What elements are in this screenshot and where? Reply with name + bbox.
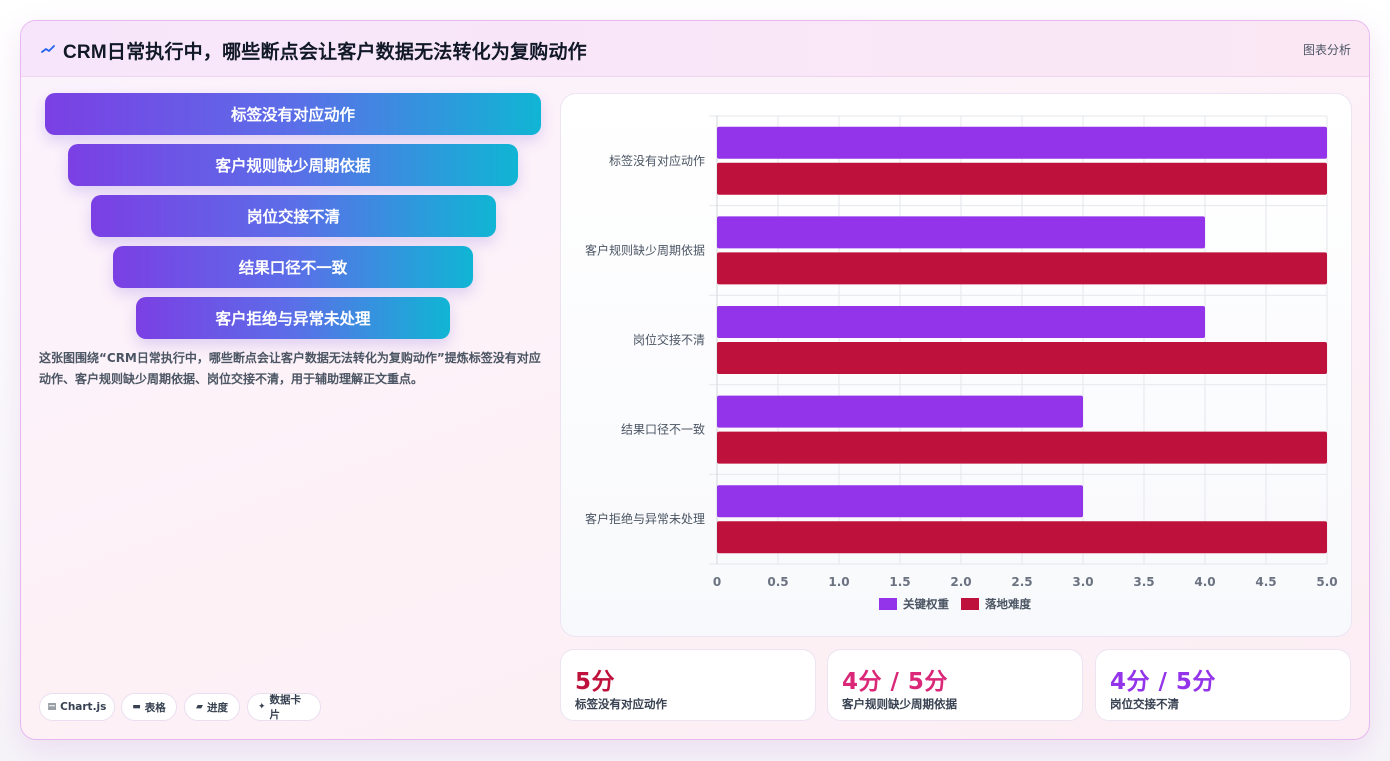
legend-swatch [961, 598, 979, 610]
x-tick-label: 5.0 [1316, 575, 1337, 589]
bar-weight [717, 395, 1083, 428]
funnel-step-4: 结果口径不一致 [113, 246, 473, 288]
chart-description: 这张图围绕“CRM日常执行中，哪些断点会让客户数据无法转化为复购动作”提炼标签没… [39, 351, 541, 386]
bar-weight [717, 306, 1205, 338]
stat-value: 4分 / 5分 [1110, 669, 1216, 695]
legend-label: 落地难度 [985, 597, 1031, 611]
legend-label: 关键权重 [903, 597, 949, 611]
stat-label: 标签没有对应动作 [575, 697, 667, 711]
analysis-card: CRM日常执行中，哪些断点会让客户数据无法转化为复购动作 图表分析 标签没有对应… [20, 20, 1370, 740]
legend-swatch [879, 598, 897, 610]
header-tag: 图表分析 [1302, 43, 1351, 57]
card-header: CRM日常执行中，哪些断点会让客户数据无法转化为复购动作 图表分析 [21, 21, 1369, 77]
bar-difficulty [717, 252, 1327, 285]
chip-progress[interactable]: ▰ 进度 [184, 693, 240, 721]
page-title: CRM日常执行中，哪些断点会让客户数据无法转化为复购动作 [63, 42, 587, 63]
bar-weight [717, 126, 1327, 159]
x-tick-label: 0 [713, 575, 721, 589]
stat-value: 4分 / 5分 [842, 669, 948, 695]
bar-difficulty [717, 431, 1327, 464]
table-icon: ▬ [132, 702, 141, 712]
y-tick-label: 客户规则缺少周期依据 [585, 242, 705, 257]
x-tick-label: 3.5 [1133, 575, 1154, 589]
y-tick-label: 客户拒绝与异常未处理 [585, 511, 705, 526]
stat-value: 5分 [575, 669, 616, 695]
chip-label: 表格 [144, 701, 166, 714]
chip-table[interactable]: ▬ 表格 [121, 693, 177, 721]
bar-weight [717, 485, 1083, 518]
chip-chartjs[interactable]: ▤ Chart.js [39, 693, 115, 721]
x-tick-label: 3.0 [1072, 575, 1093, 589]
stat-card-3: 4分 / 5分 岗位交接不清 [1095, 649, 1351, 721]
stat-label: 岗位交接不清 [1110, 697, 1179, 711]
x-tick-label: 2.0 [950, 575, 971, 589]
x-tick-label: 2.5 [1011, 575, 1032, 589]
chip-label: 进度 [206, 701, 228, 714]
progress-icon: ▰ [196, 702, 203, 712]
chart-line-icon [41, 41, 55, 57]
stat-card-1: 5分 标签没有对应动作 [560, 649, 816, 721]
bar-difficulty [717, 521, 1327, 554]
chip-data-card[interactable]: ✦ 数据卡片 [247, 693, 321, 721]
funnel-step-2: 客户规则缺少周期依据 [68, 144, 518, 186]
funnel-step-5: 客户拒绝与异常未处理 [136, 297, 450, 339]
y-tick-label: 标签没有对应动作 [609, 153, 705, 168]
bar-difficulty [717, 342, 1327, 374]
stat-card-2: 4分 / 5分 客户规则缺少周期依据 [827, 649, 1083, 721]
bar-weight [717, 216, 1205, 249]
bar-chart: 0 0.5 1.0 1.5 2.0 2.5 3.0 3.5 4.0 4.5 5.0 标签没有对应动作客… [585, 115, 1338, 611]
y-tick-label: 结果口径不一致 [621, 423, 705, 437]
x-tick-label: 0.5 [767, 575, 788, 589]
chip-label: 数据卡片 [269, 694, 302, 721]
chart-icon: ▤ [47, 702, 57, 712]
funnel-step-1: 标签没有对应动作 [45, 93, 541, 135]
funnel-step-3: 岗位交接不清 [91, 195, 496, 237]
x-tick-label: 4.0 [1194, 575, 1215, 589]
chip-label: Chart.js [60, 701, 107, 713]
stat-label: 客户规则缺少周期依据 [842, 697, 957, 711]
y-tick-label: 岗位交接不清 [633, 332, 705, 347]
x-tick-label: 1.5 [889, 575, 910, 589]
x-tick-label: 1.0 [828, 575, 849, 589]
chart-panel: 0 0.5 1.0 1.5 2.0 2.5 3.0 3.5 4.0 4.5 5.0 标签没有对应动作客… [560, 93, 1352, 637]
x-tick-label: 4.5 [1255, 575, 1276, 589]
bar-difficulty [717, 162, 1327, 195]
sparkle-icon: ✦ [258, 702, 266, 712]
